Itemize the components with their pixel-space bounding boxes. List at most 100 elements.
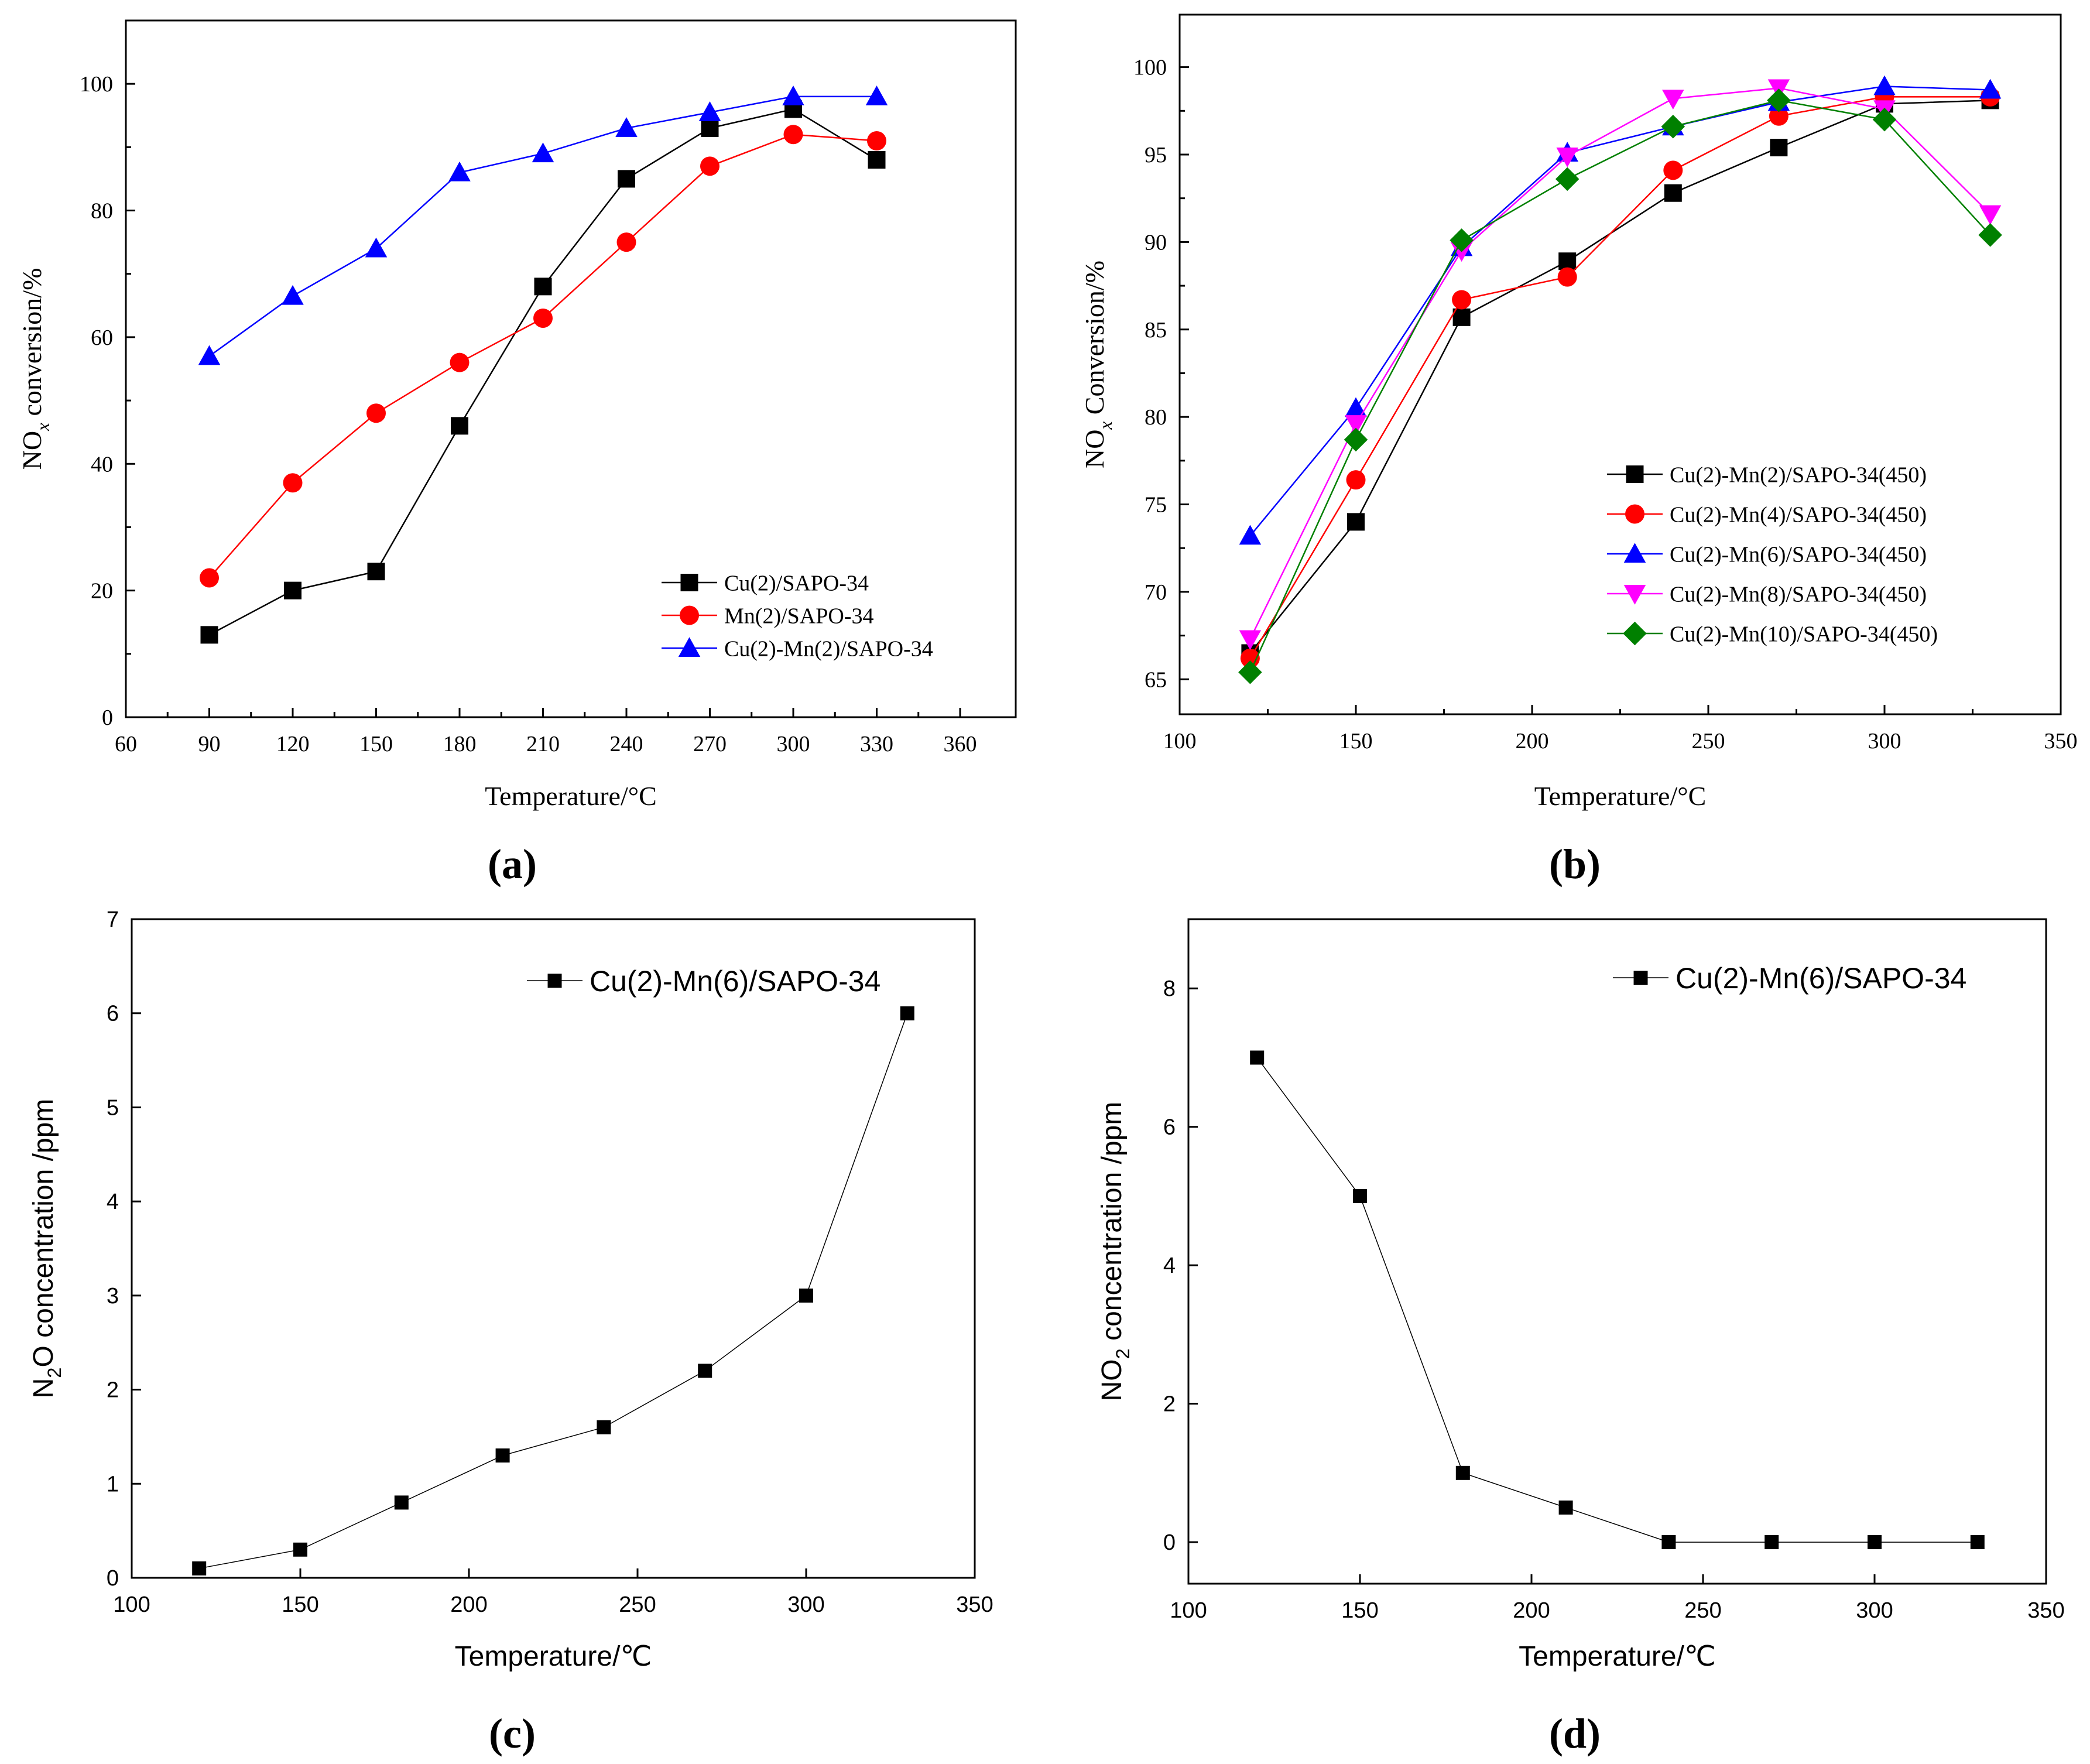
data-point xyxy=(1555,167,1580,191)
data-point xyxy=(1661,114,1685,139)
data-point xyxy=(865,85,888,105)
x-tick-label: 300 xyxy=(787,1592,824,1617)
y-tick-label: 70 xyxy=(1145,580,1167,605)
data-point xyxy=(1558,252,1577,270)
y-tick-label: 3 xyxy=(107,1284,119,1309)
y-tick-label: 5 xyxy=(107,1095,119,1120)
plot-frame xyxy=(125,19,1017,718)
data-point xyxy=(1868,1535,1882,1550)
data-point xyxy=(282,285,304,305)
y-tick-label: 80 xyxy=(1145,405,1167,430)
data-point xyxy=(1346,470,1366,490)
data-point xyxy=(868,151,886,169)
x-tick-label: 350 xyxy=(2044,729,2078,753)
x-axis-label: Temperature/°C xyxy=(1534,781,1707,811)
data-point xyxy=(1979,78,2002,99)
legend-marker xyxy=(1623,585,1646,605)
legend: Cu(2)-Mn(2)/SAPO-34(450) Cu(2)-Mn(4)/SAPO… xyxy=(1607,463,1938,647)
data-point xyxy=(1344,427,1368,452)
data-point xyxy=(1238,660,1262,684)
x-tick-label: 300 xyxy=(777,732,810,756)
data-point xyxy=(698,1364,712,1378)
chart-panel-d: 100 150 200 250 300 350 0 2 4 6 8 Temperature/℃ NO2 … xyxy=(1097,918,2065,1672)
x-tick-label: 330 xyxy=(860,732,893,756)
data-point xyxy=(366,403,386,423)
y-axis-label: NOx conversion/% xyxy=(17,268,53,470)
y-tick-label: 6 xyxy=(1163,1115,1176,1140)
x-axis-label: Temperature/℃ xyxy=(455,1641,652,1672)
data-point xyxy=(283,473,303,493)
y-axis-label: NO2 concentration /ppm xyxy=(1097,1102,1133,1402)
x-tick-label: 270 xyxy=(693,732,727,756)
data-point xyxy=(1345,415,1367,435)
data-point xyxy=(1769,106,1789,126)
x-tick-label: 350 xyxy=(2027,1598,2064,1623)
series-1 xyxy=(200,100,886,644)
y-tick-label: 80 xyxy=(91,199,113,224)
legend-label: Cu(2)-Mn(6)/SAPO-34 xyxy=(590,965,880,998)
legend-label: Cu(2)/SAPO-34 xyxy=(724,571,869,596)
panel-label-d: (d) xyxy=(1549,1710,1601,1757)
x-tick-label: 100 xyxy=(113,1592,150,1617)
data-point xyxy=(284,581,301,600)
data-point xyxy=(1239,630,1262,650)
legend: Cu(2)-Mn(6)/SAPO-34 xyxy=(1613,962,1966,995)
series-2 xyxy=(200,125,886,588)
series-line xyxy=(208,133,877,578)
data-point xyxy=(1970,1535,1985,1550)
x-tick-label: 300 xyxy=(1868,729,1901,753)
data-point xyxy=(1873,75,1896,95)
series-line xyxy=(1249,100,1991,673)
x-tick-label: 100 xyxy=(1163,729,1197,753)
y-tick-label: 0 xyxy=(102,705,113,730)
y-tick-label: 1 xyxy=(107,1472,119,1496)
legend-label: Cu(2)-Mn(4)/SAPO-34(450) xyxy=(1670,503,1927,528)
data-point xyxy=(1662,90,1684,110)
legend-label: Cu(2)-Mn(8)/SAPO-34(450) xyxy=(1670,583,1927,607)
series-5 xyxy=(1238,88,2002,684)
y-tick-label: 4 xyxy=(107,1190,119,1214)
y-tick-label: 60 xyxy=(91,326,113,350)
legend-label: Mn(2)/SAPO-34 xyxy=(724,604,873,629)
data-point xyxy=(1353,1188,1367,1203)
data-point xyxy=(293,1542,307,1557)
data-point xyxy=(1664,184,1682,202)
chart-panel-c: 100 150 200 250 300 350 0 1 2 3 4 5 6 7 Temperature/℃ N… xyxy=(28,907,993,1672)
data-point xyxy=(451,417,468,435)
data-point xyxy=(1452,290,1472,310)
x-tick-label: 210 xyxy=(526,732,560,756)
series-1 xyxy=(1250,1050,1985,1550)
panel-label-a: (a) xyxy=(488,841,537,888)
series-line xyxy=(1249,87,1991,640)
data-point xyxy=(1450,228,1474,252)
y-tick-label: 75 xyxy=(1145,493,1167,518)
series-line xyxy=(1249,96,1990,659)
x-tick-label: 200 xyxy=(1513,1598,1550,1623)
series-line xyxy=(1256,1057,1978,1543)
data-point xyxy=(618,170,635,188)
legend-marker xyxy=(1623,543,1646,563)
data-point xyxy=(1239,525,1262,545)
y-tick-label: 95 xyxy=(1145,143,1167,167)
x-tick-label: 150 xyxy=(359,732,393,756)
panel-label-c: (c) xyxy=(489,1710,536,1757)
data-point xyxy=(1347,513,1365,531)
data-point xyxy=(1770,139,1788,157)
y-tick-label: 100 xyxy=(1133,56,1167,80)
data-point xyxy=(534,278,552,296)
data-point xyxy=(1872,108,1897,132)
series-line xyxy=(199,1013,908,1569)
plot-frame xyxy=(1178,13,2062,715)
data-point xyxy=(1557,267,1577,287)
x-tick-label: 180 xyxy=(443,732,477,756)
data-point xyxy=(1767,88,1791,112)
y-tick-label: 8 xyxy=(1163,977,1176,1001)
y-axis-label: N2O concentration /ppm xyxy=(28,1099,65,1399)
legend-marker xyxy=(680,574,698,591)
data-point xyxy=(450,352,470,372)
data-point xyxy=(615,117,638,137)
data-point xyxy=(1345,397,1367,417)
x-tick-label: 250 xyxy=(619,1592,656,1617)
y-tick-label: 0 xyxy=(1163,1530,1176,1555)
